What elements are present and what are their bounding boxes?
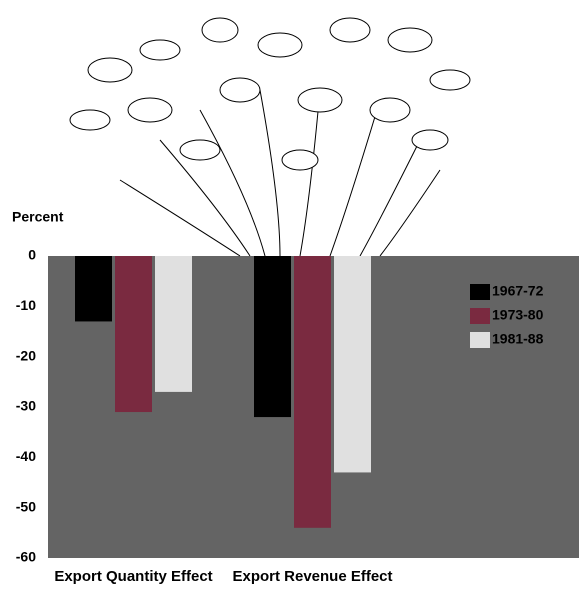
legend-swatch [470, 308, 490, 324]
y-tick-label: -20 [16, 347, 36, 363]
bar [294, 256, 331, 528]
x-tick-label: Export Quantity Effect [54, 568, 213, 585]
legend-label: 1967-72 [492, 283, 544, 299]
y-tick-label: -50 [16, 498, 36, 514]
bar [254, 256, 291, 418]
y-tick-label: -10 [16, 297, 36, 313]
bar [75, 256, 112, 322]
y-axis-title: Percent [12, 209, 64, 225]
x-tick-label: Export Revenue Effect [232, 568, 393, 585]
y-tick-label: -60 [16, 549, 36, 565]
bar [334, 256, 371, 473]
y-tick-label: -40 [16, 448, 36, 464]
legend-swatch [470, 284, 490, 300]
bar [155, 256, 192, 392]
bar [115, 256, 152, 413]
y-tick-label: 0 [28, 247, 36, 263]
y-tick-label: -30 [16, 398, 36, 414]
legend-label: 1981-88 [492, 331, 544, 347]
flower-illustration [69, 17, 471, 257]
legend-swatch [470, 332, 490, 348]
legend-label: 1973-80 [492, 307, 544, 323]
